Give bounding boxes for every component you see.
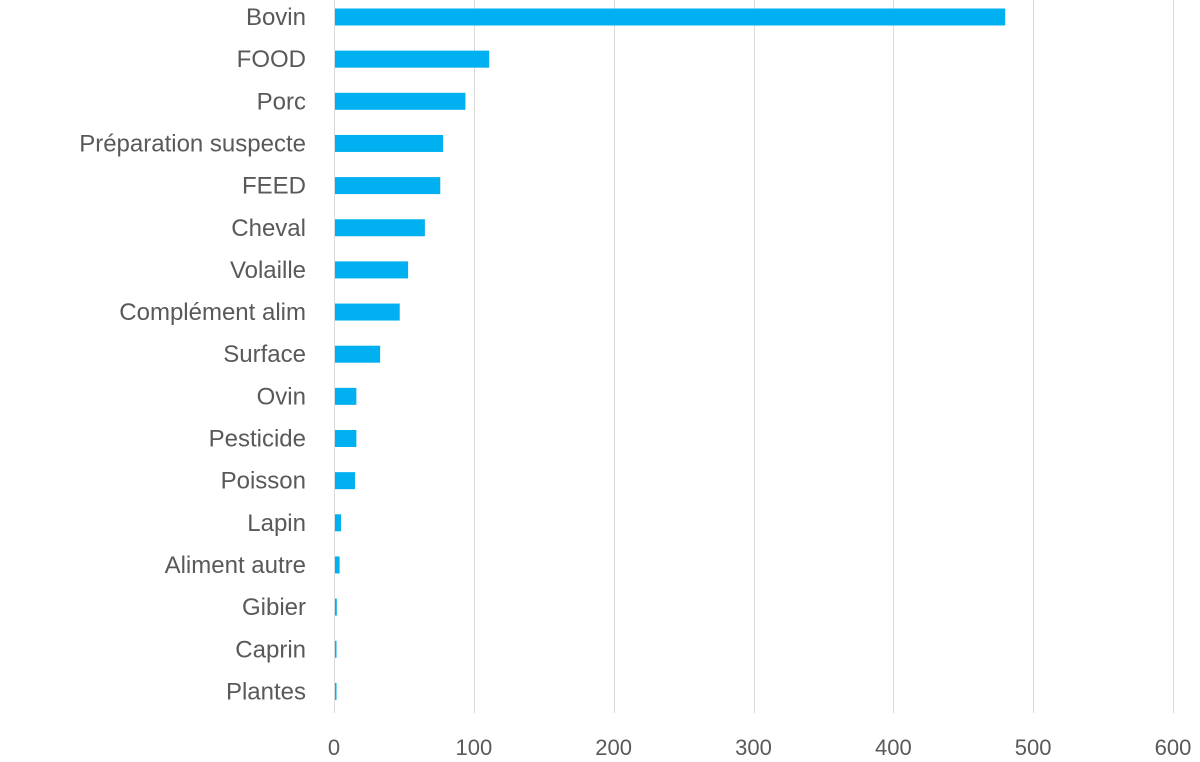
x-tick-label: 500 (1015, 735, 1052, 760)
x-axis-tick-labels: 0 100 200 300 400 500 600 (328, 735, 1191, 760)
bar (335, 387, 357, 405)
category-label: Cheval (231, 215, 306, 242)
category-label: Volaille (230, 257, 306, 284)
category-label: Pesticide (209, 426, 306, 453)
category-label: FEED (242, 173, 306, 200)
category-label: Bovin (246, 4, 306, 31)
category-label: Porc (257, 88, 306, 115)
bar (335, 640, 337, 658)
category-label: Plantes (226, 678, 306, 705)
x-tick-label: 100 (455, 735, 492, 760)
bar (335, 261, 409, 279)
x-tick-label: 600 (1155, 735, 1192, 760)
gridlines (334, 0, 1174, 713)
bar (335, 430, 357, 447)
category-label: Gibier (242, 594, 306, 621)
bar (335, 50, 490, 68)
category-label: Complément alim (119, 299, 306, 326)
bar (335, 92, 466, 110)
bar (335, 682, 337, 700)
category-label: Caprin (235, 636, 306, 663)
x-tick-label: 0 (328, 735, 340, 760)
bar (335, 8, 1006, 26)
category-label: Aliment autre (165, 552, 306, 579)
bar (335, 303, 400, 321)
category-label: FOOD (237, 46, 306, 73)
bar (335, 134, 444, 152)
bar (335, 472, 355, 490)
x-tick-label: 200 (595, 735, 632, 760)
bars (335, 8, 1006, 700)
bar (335, 219, 425, 237)
bar (335, 345, 381, 363)
bar (335, 556, 340, 574)
category-label: Préparation suspecte (79, 130, 306, 157)
category-label: Surface (223, 341, 306, 368)
bar (335, 514, 341, 532)
category-label: Ovin (257, 383, 306, 410)
bar (335, 598, 337, 616)
x-tick-label: 400 (875, 735, 912, 760)
category-labels: Bovin FOOD Porc Préparation suspecte FEED Che… (79, 4, 306, 705)
bar (335, 177, 441, 195)
category-label: Poisson (221, 468, 306, 495)
x-tick-label: 300 (735, 735, 772, 760)
category-label: Lapin (247, 510, 306, 537)
